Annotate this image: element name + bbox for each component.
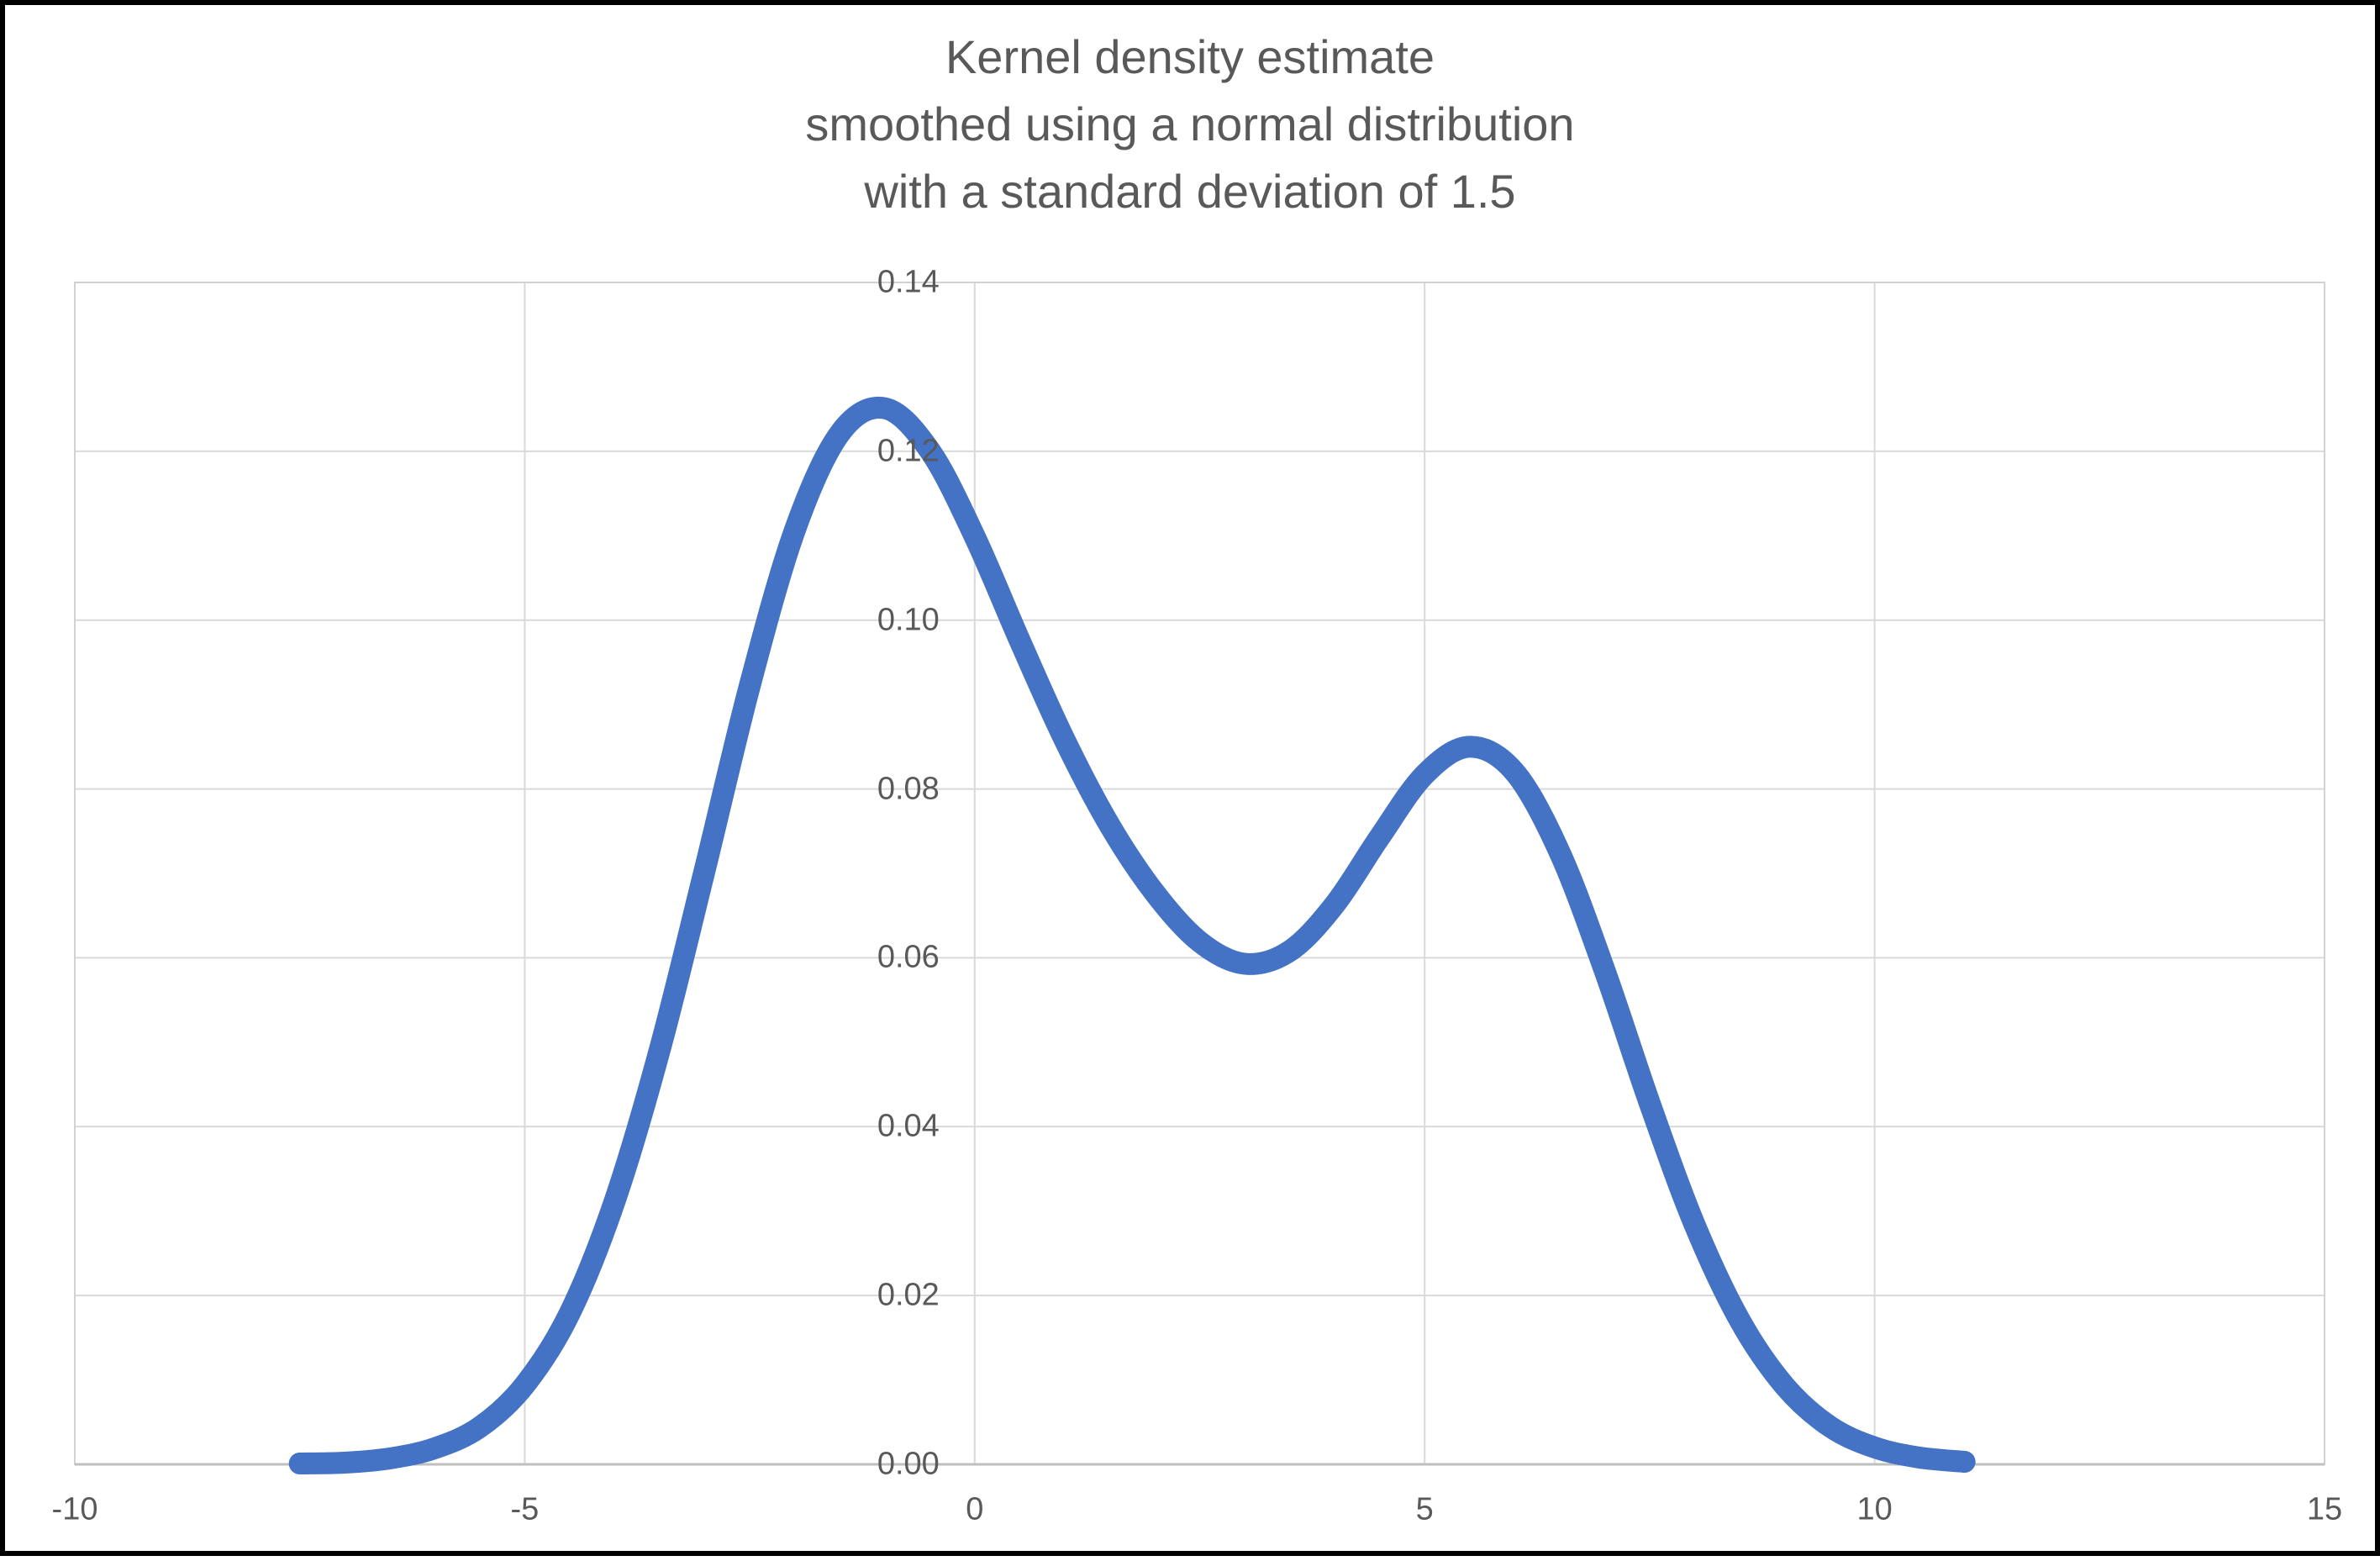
x-axis-tick-label: 10	[1856, 1491, 1893, 1527]
axis-labels-layer: 0.00 0.02 0.04 0.06 0.08 0.10 0.12 0.14 -10 -5 0 5 1…	[5, 5, 2375, 1551]
chart-title: Kernel density estimate smoothed using a…	[5, 24, 2375, 225]
y-axis-tick-label: 0.02	[877, 1277, 940, 1313]
y-axis-tick-label: 0.00	[877, 1446, 940, 1482]
chart-title-line-2: smoothed using a normal distribution	[805, 98, 1575, 150]
x-axis-tick-label: 15	[2306, 1491, 2343, 1527]
x-axis-tick-label: -10	[51, 1491, 98, 1527]
y-axis-tick-label: 0.10	[877, 602, 940, 638]
x-axis-tick-label: -5	[510, 1491, 540, 1527]
y-axis-tick-label: 0.14	[877, 264, 940, 300]
chart-title-line-1: Kernel density estimate	[945, 30, 1435, 83]
x-axis-tick-label: 5	[1415, 1491, 1434, 1527]
y-axis-tick-label: 0.08	[877, 771, 940, 807]
plot-area-svg	[74, 282, 2325, 1474]
chart-title-line-3: with a standard deviation of 1.5	[864, 165, 1516, 218]
x-axis-tick-label: 0	[966, 1491, 984, 1527]
y-axis-tick-label: 0.06	[877, 939, 940, 975]
y-axis-tick-label: 0.12	[877, 433, 940, 469]
y-axis-tick-label: 0.04	[877, 1108, 940, 1144]
kde-curve	[288, 396, 1976, 1474]
